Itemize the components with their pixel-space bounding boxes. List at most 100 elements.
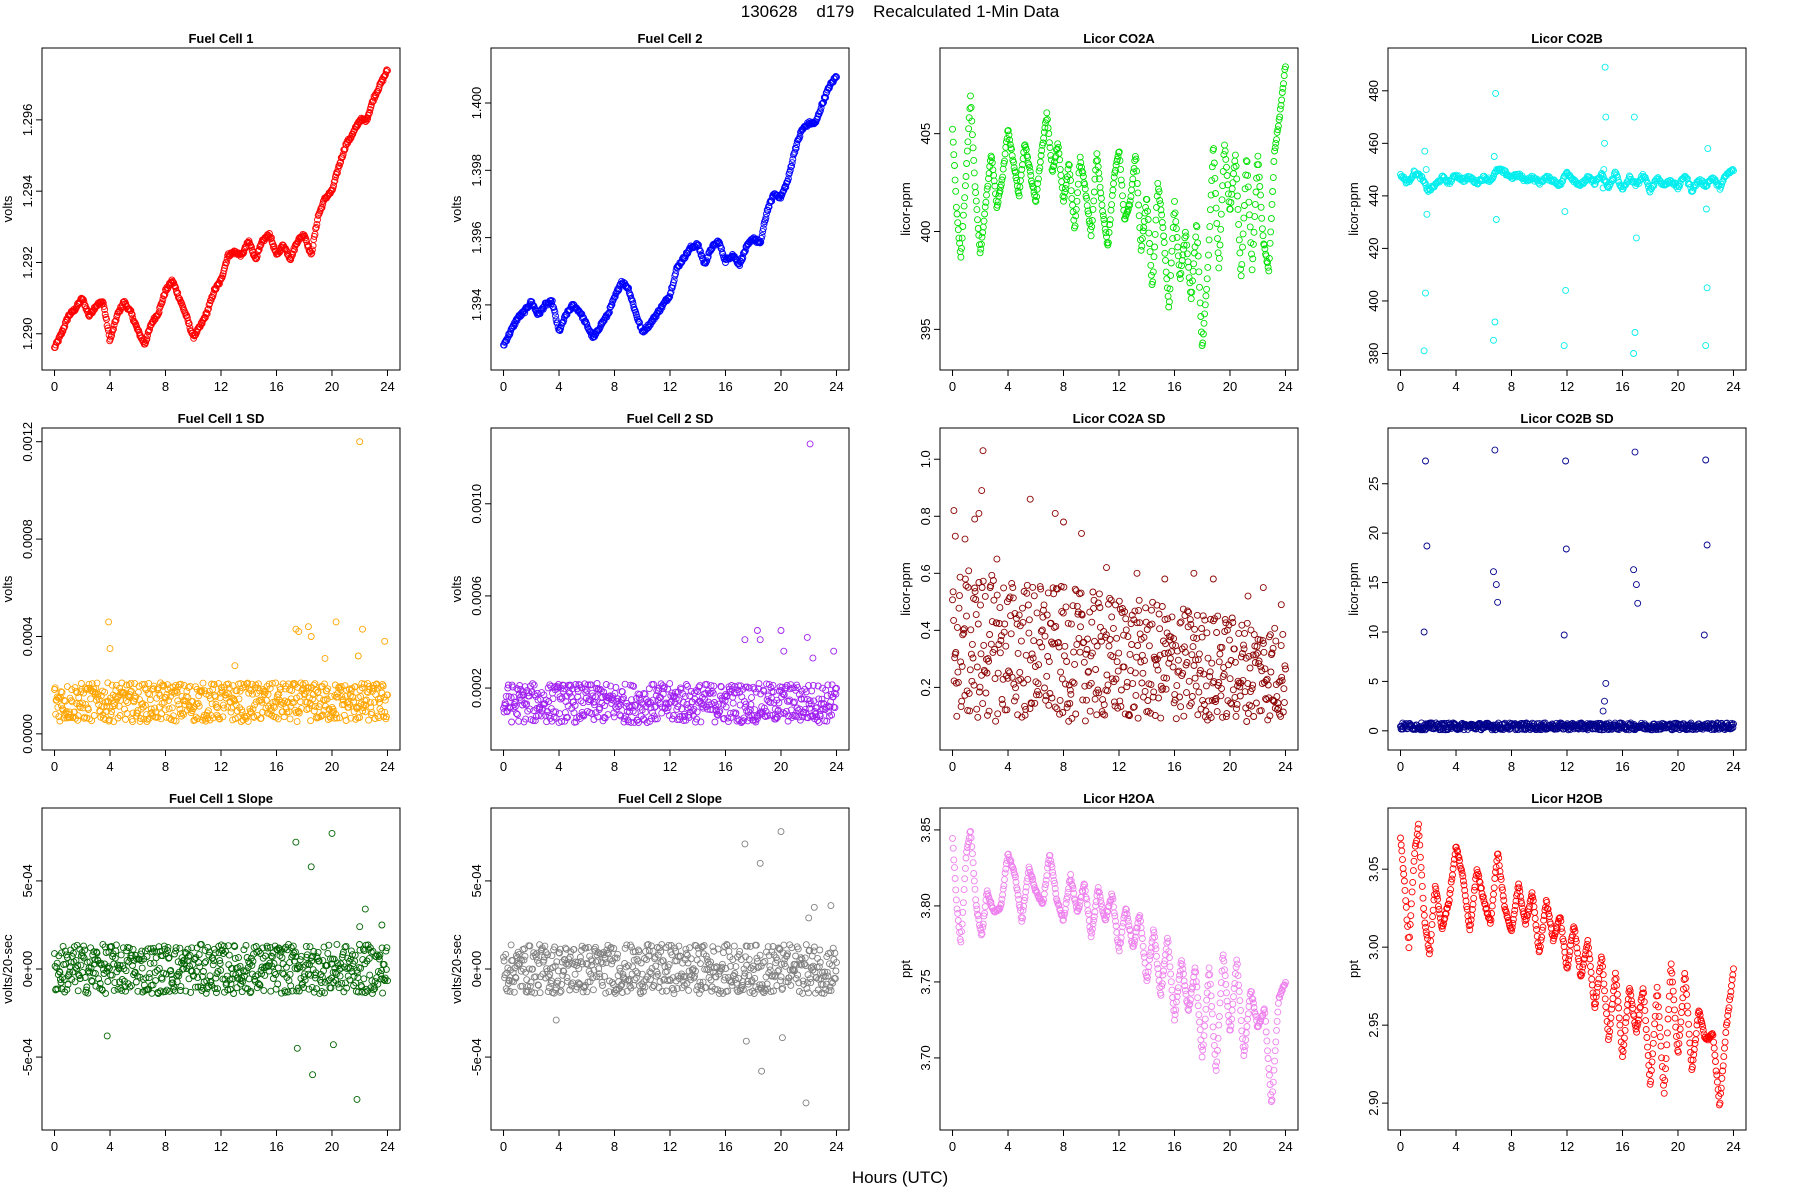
data-point (621, 680, 629, 688)
data-point (1060, 652, 1068, 660)
data-point (1214, 249, 1222, 257)
data-point (952, 187, 960, 195)
data-point (615, 285, 623, 293)
data-point (971, 515, 979, 523)
data-point (160, 681, 168, 689)
data-point (1010, 697, 1018, 705)
data-point (337, 682, 345, 690)
data-point (308, 246, 316, 254)
data-point (987, 640, 995, 648)
data-point (1008, 579, 1016, 587)
data-point (502, 692, 510, 700)
data-point (1058, 608, 1066, 616)
data-point (1272, 139, 1280, 147)
data-point (1210, 678, 1218, 686)
data-point (760, 687, 768, 695)
data-point (1632, 234, 1640, 242)
data-point (1067, 176, 1075, 184)
data-point (627, 718, 635, 726)
data-point (1704, 145, 1712, 153)
data-point (66, 968, 74, 976)
data-point (604, 310, 612, 318)
data-point (366, 109, 373, 116)
data-point (1167, 272, 1175, 280)
chart-title: Fuel Cell 2 (637, 31, 702, 46)
data-point (1135, 212, 1143, 220)
data-point (1166, 285, 1174, 293)
data-point (103, 964, 111, 972)
data-point (1163, 275, 1171, 283)
data-point (166, 714, 174, 722)
data-point (593, 680, 601, 687)
data-point (214, 713, 222, 721)
x-tick-label: 0 (51, 759, 58, 774)
data-point (1184, 607, 1192, 615)
data-point (1075, 169, 1083, 177)
data-point (1217, 692, 1225, 700)
data-point (60, 697, 68, 704)
data-point (110, 321, 118, 329)
data-point (1621, 181, 1629, 189)
data-point (1097, 194, 1105, 202)
data-point (74, 962, 82, 970)
data-point (1090, 604, 1097, 612)
data-point (276, 686, 284, 694)
data-point (1088, 217, 1096, 224)
data-point (1013, 177, 1021, 184)
data-point (570, 709, 578, 717)
data-point (594, 713, 602, 721)
data-point (189, 705, 197, 713)
data-point (1231, 658, 1239, 666)
data-point (384, 67, 391, 75)
data-point (1177, 269, 1185, 277)
data-point (1102, 229, 1110, 237)
data-point (631, 709, 639, 717)
data-point (124, 699, 132, 706)
data-point (359, 707, 367, 715)
data-point (93, 679, 101, 687)
data-point (951, 532, 959, 540)
data-point (959, 211, 967, 219)
data-point (233, 707, 241, 715)
data-point (1177, 703, 1185, 711)
data-point (375, 84, 383, 92)
data-point (591, 698, 599, 706)
data-point (79, 952, 87, 960)
data-point (1216, 650, 1224, 658)
data-point (703, 257, 711, 265)
data-point (246, 705, 254, 713)
data-point (1219, 167, 1227, 175)
data-point (312, 223, 320, 231)
data-point (127, 679, 135, 687)
data-point (1019, 604, 1026, 612)
data-point (1031, 196, 1039, 204)
data-point (240, 248, 248, 256)
data-point (953, 623, 961, 631)
data-point (1110, 180, 1117, 188)
data-point (1430, 183, 1438, 191)
data-point (1003, 706, 1011, 714)
data-point (145, 327, 153, 335)
data-point (265, 680, 273, 688)
data-point (1249, 681, 1257, 689)
data-point (1161, 249, 1169, 257)
data-point (1147, 681, 1155, 689)
data-point (1221, 147, 1229, 155)
data-point (1082, 650, 1090, 658)
data-point (380, 713, 388, 721)
data-point (968, 677, 976, 685)
data-point (1043, 611, 1051, 619)
x-tick-label: 8 (1508, 759, 1515, 774)
data-point (628, 696, 635, 704)
data-point (830, 647, 838, 655)
data-point (1194, 711, 1202, 719)
data-point (1196, 669, 1204, 677)
data-point (275, 696, 283, 704)
data-point (1162, 256, 1169, 264)
y-tick-label: 1.398 (469, 154, 484, 187)
data-point (1088, 618, 1096, 626)
data-point (1215, 658, 1223, 666)
data-point (1212, 190, 1219, 197)
data-point (155, 943, 163, 951)
y-tick-label: 380 (1366, 343, 1381, 365)
